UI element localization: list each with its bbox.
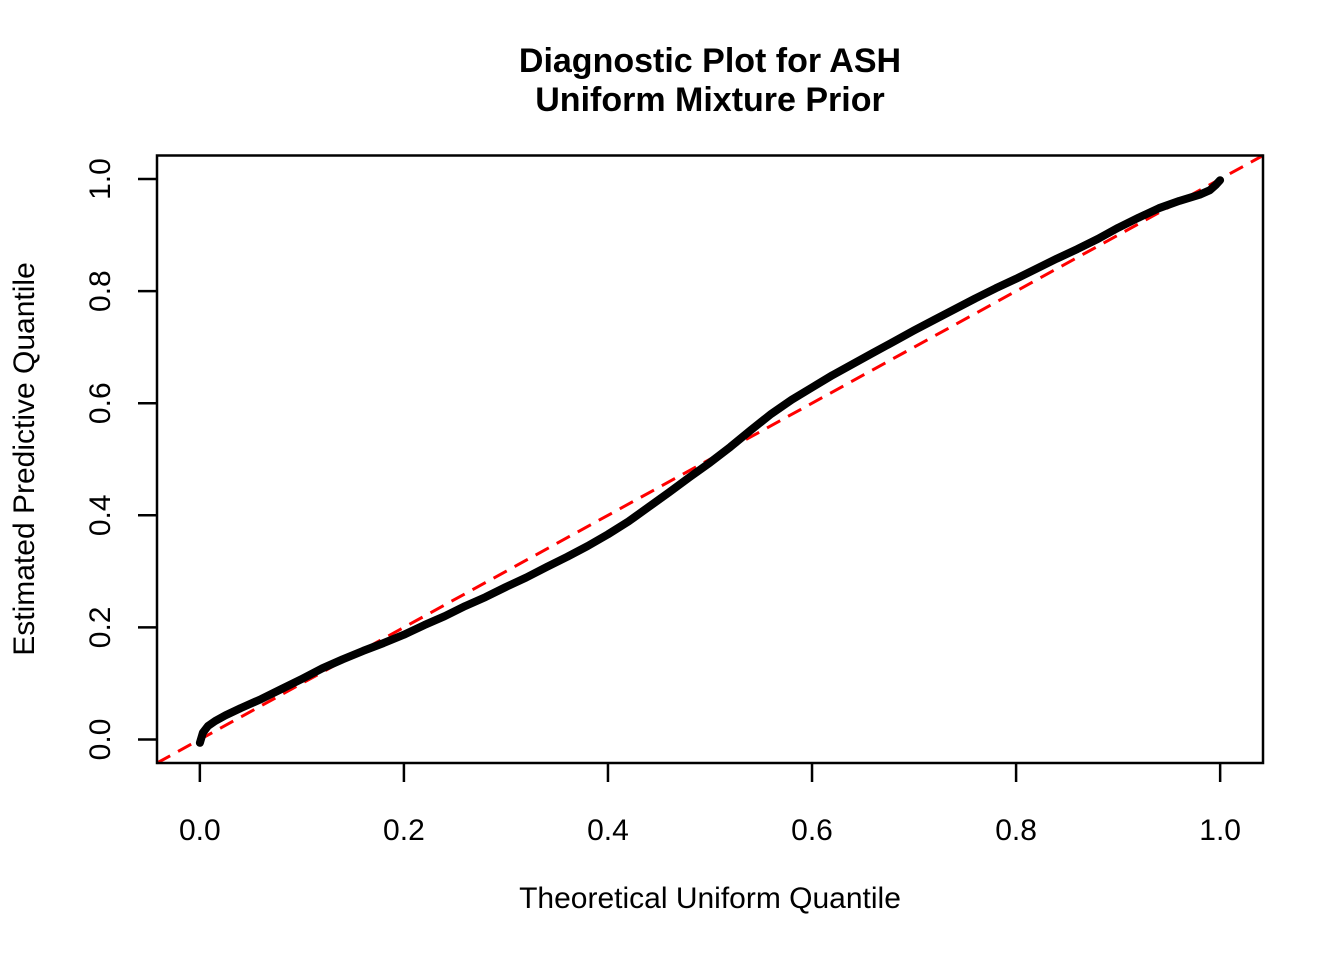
y-tick-label: 1.0 (84, 158, 117, 200)
y-tick-label: 0.8 (84, 270, 117, 312)
x-tick-label: 0.2 (383, 814, 425, 847)
plot-border-box (155, 154, 1265, 765)
chart-title-line-1: Diagnostic Plot for ASH (519, 42, 901, 80)
chart-title-line-2: Uniform Mixture Prior (535, 81, 884, 119)
y-tick-label: 0.0 (84, 719, 117, 761)
axis-ticks: 0.0 0.2 0.4 0.6 0.8 1.0 0.0 0.2 0.4 0.6 0.8 1.0 (84, 158, 1241, 847)
y-axis-label: Estimated Predictive Quantile (8, 262, 41, 656)
x-tick-label: 0.0 (179, 814, 221, 847)
x-tick-label: 0.6 (791, 814, 833, 847)
y-tick-label: 0.2 (84, 607, 117, 649)
x-axis-label: Theoretical Uniform Quantile (519, 882, 901, 915)
plot-area (155, 154, 1265, 765)
qq-curve (195, 176, 1225, 747)
x-tick-label: 1.0 (1199, 814, 1241, 847)
x-tick-label: 0.8 (995, 814, 1037, 847)
y-tick-label: 0.4 (84, 494, 117, 536)
y-tick-label: 0.6 (84, 382, 117, 424)
x-tick-label: 0.4 (587, 814, 629, 847)
